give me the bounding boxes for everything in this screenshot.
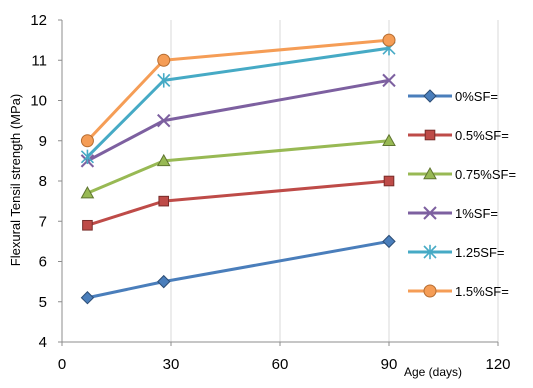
x-axis-label: Age (days) [404, 365, 462, 379]
series-5 [80, 40, 396, 165]
series-2 [82, 175, 395, 231]
grid-lines [170, 20, 499, 342]
legend-label: 0%SF= [455, 89, 498, 104]
x-tick-label: 60 [272, 356, 289, 373]
series-1 [80, 234, 396, 305]
legend-item: 0.75%SF= [408, 166, 516, 182]
data-point [157, 73, 171, 88]
y-tick-label: 9 [39, 133, 47, 150]
data-point [157, 274, 171, 289]
x-tick-label: 0 [58, 356, 66, 373]
legend-label: 0.75%SF= [455, 167, 516, 182]
marker-stroke [157, 113, 171, 128]
marker-stroke [382, 73, 396, 88]
data-point [382, 33, 396, 47]
x-tick-label: 90 [381, 356, 398, 373]
y-tick-label: 8 [39, 173, 47, 190]
marker-stroke [423, 206, 437, 220]
y-tick-label: 6 [39, 254, 47, 271]
data-point [382, 73, 396, 88]
y-tick-label: 5 [39, 294, 47, 311]
data-point [80, 149, 94, 165]
legend-label: 1.25SF= [455, 245, 505, 260]
data-point [423, 89, 437, 103]
y-tick-label: 10 [30, 93, 47, 110]
data-point [423, 284, 437, 298]
series-line [87, 239, 390, 300]
y-tick-label: 4 [39, 334, 47, 351]
legend: 0%SF= 0.5%SF= 0.75%SF= 1%SF= 1.25SF= 1.5%SF= [408, 89, 516, 299]
series-line [86, 46, 390, 158]
series-3 [80, 133, 396, 199]
data-point [158, 195, 170, 207]
data-point [80, 186, 95, 199]
series-6 [80, 33, 396, 148]
data-point [383, 175, 395, 187]
data-point [82, 219, 93, 231]
axes [58, 19, 499, 346]
y-axis-label: Flexural Tensil strength (MPa) [8, 94, 23, 266]
x-tick-label: 30 [163, 356, 180, 373]
legend-item: 1.25SF= [408, 244, 505, 260]
data-point [423, 166, 437, 180]
data-point [157, 53, 171, 67]
y-tick-label: 11 [31, 52, 47, 69]
legend-item: 1.5%SF= [408, 284, 509, 299]
data-point [80, 291, 95, 305]
data-point [424, 129, 436, 141]
x-tick-label: 120 [485, 356, 510, 373]
data-point [382, 234, 396, 249]
legend-item: 1%SF= [408, 206, 498, 221]
legend-label: 0.5%SF= [455, 128, 509, 143]
series-lines [80, 33, 396, 305]
legend-label: 1.5%SF= [455, 284, 509, 299]
legend-item: 0%SF= [408, 89, 498, 104]
series-4 [80, 73, 396, 168]
data-point [157, 113, 171, 128]
legend-item: 0.5%SF= [408, 128, 509, 143]
y-tick-label: 7 [39, 213, 47, 230]
data-point [423, 206, 437, 220]
y-tick-label: 12 [30, 12, 47, 29]
legend-label: 1%SF= [455, 206, 498, 221]
data-point [423, 244, 437, 260]
series-line [86, 179, 390, 227]
data-point [156, 153, 171, 167]
data-point [382, 133, 396, 147]
data-point [80, 134, 94, 148]
